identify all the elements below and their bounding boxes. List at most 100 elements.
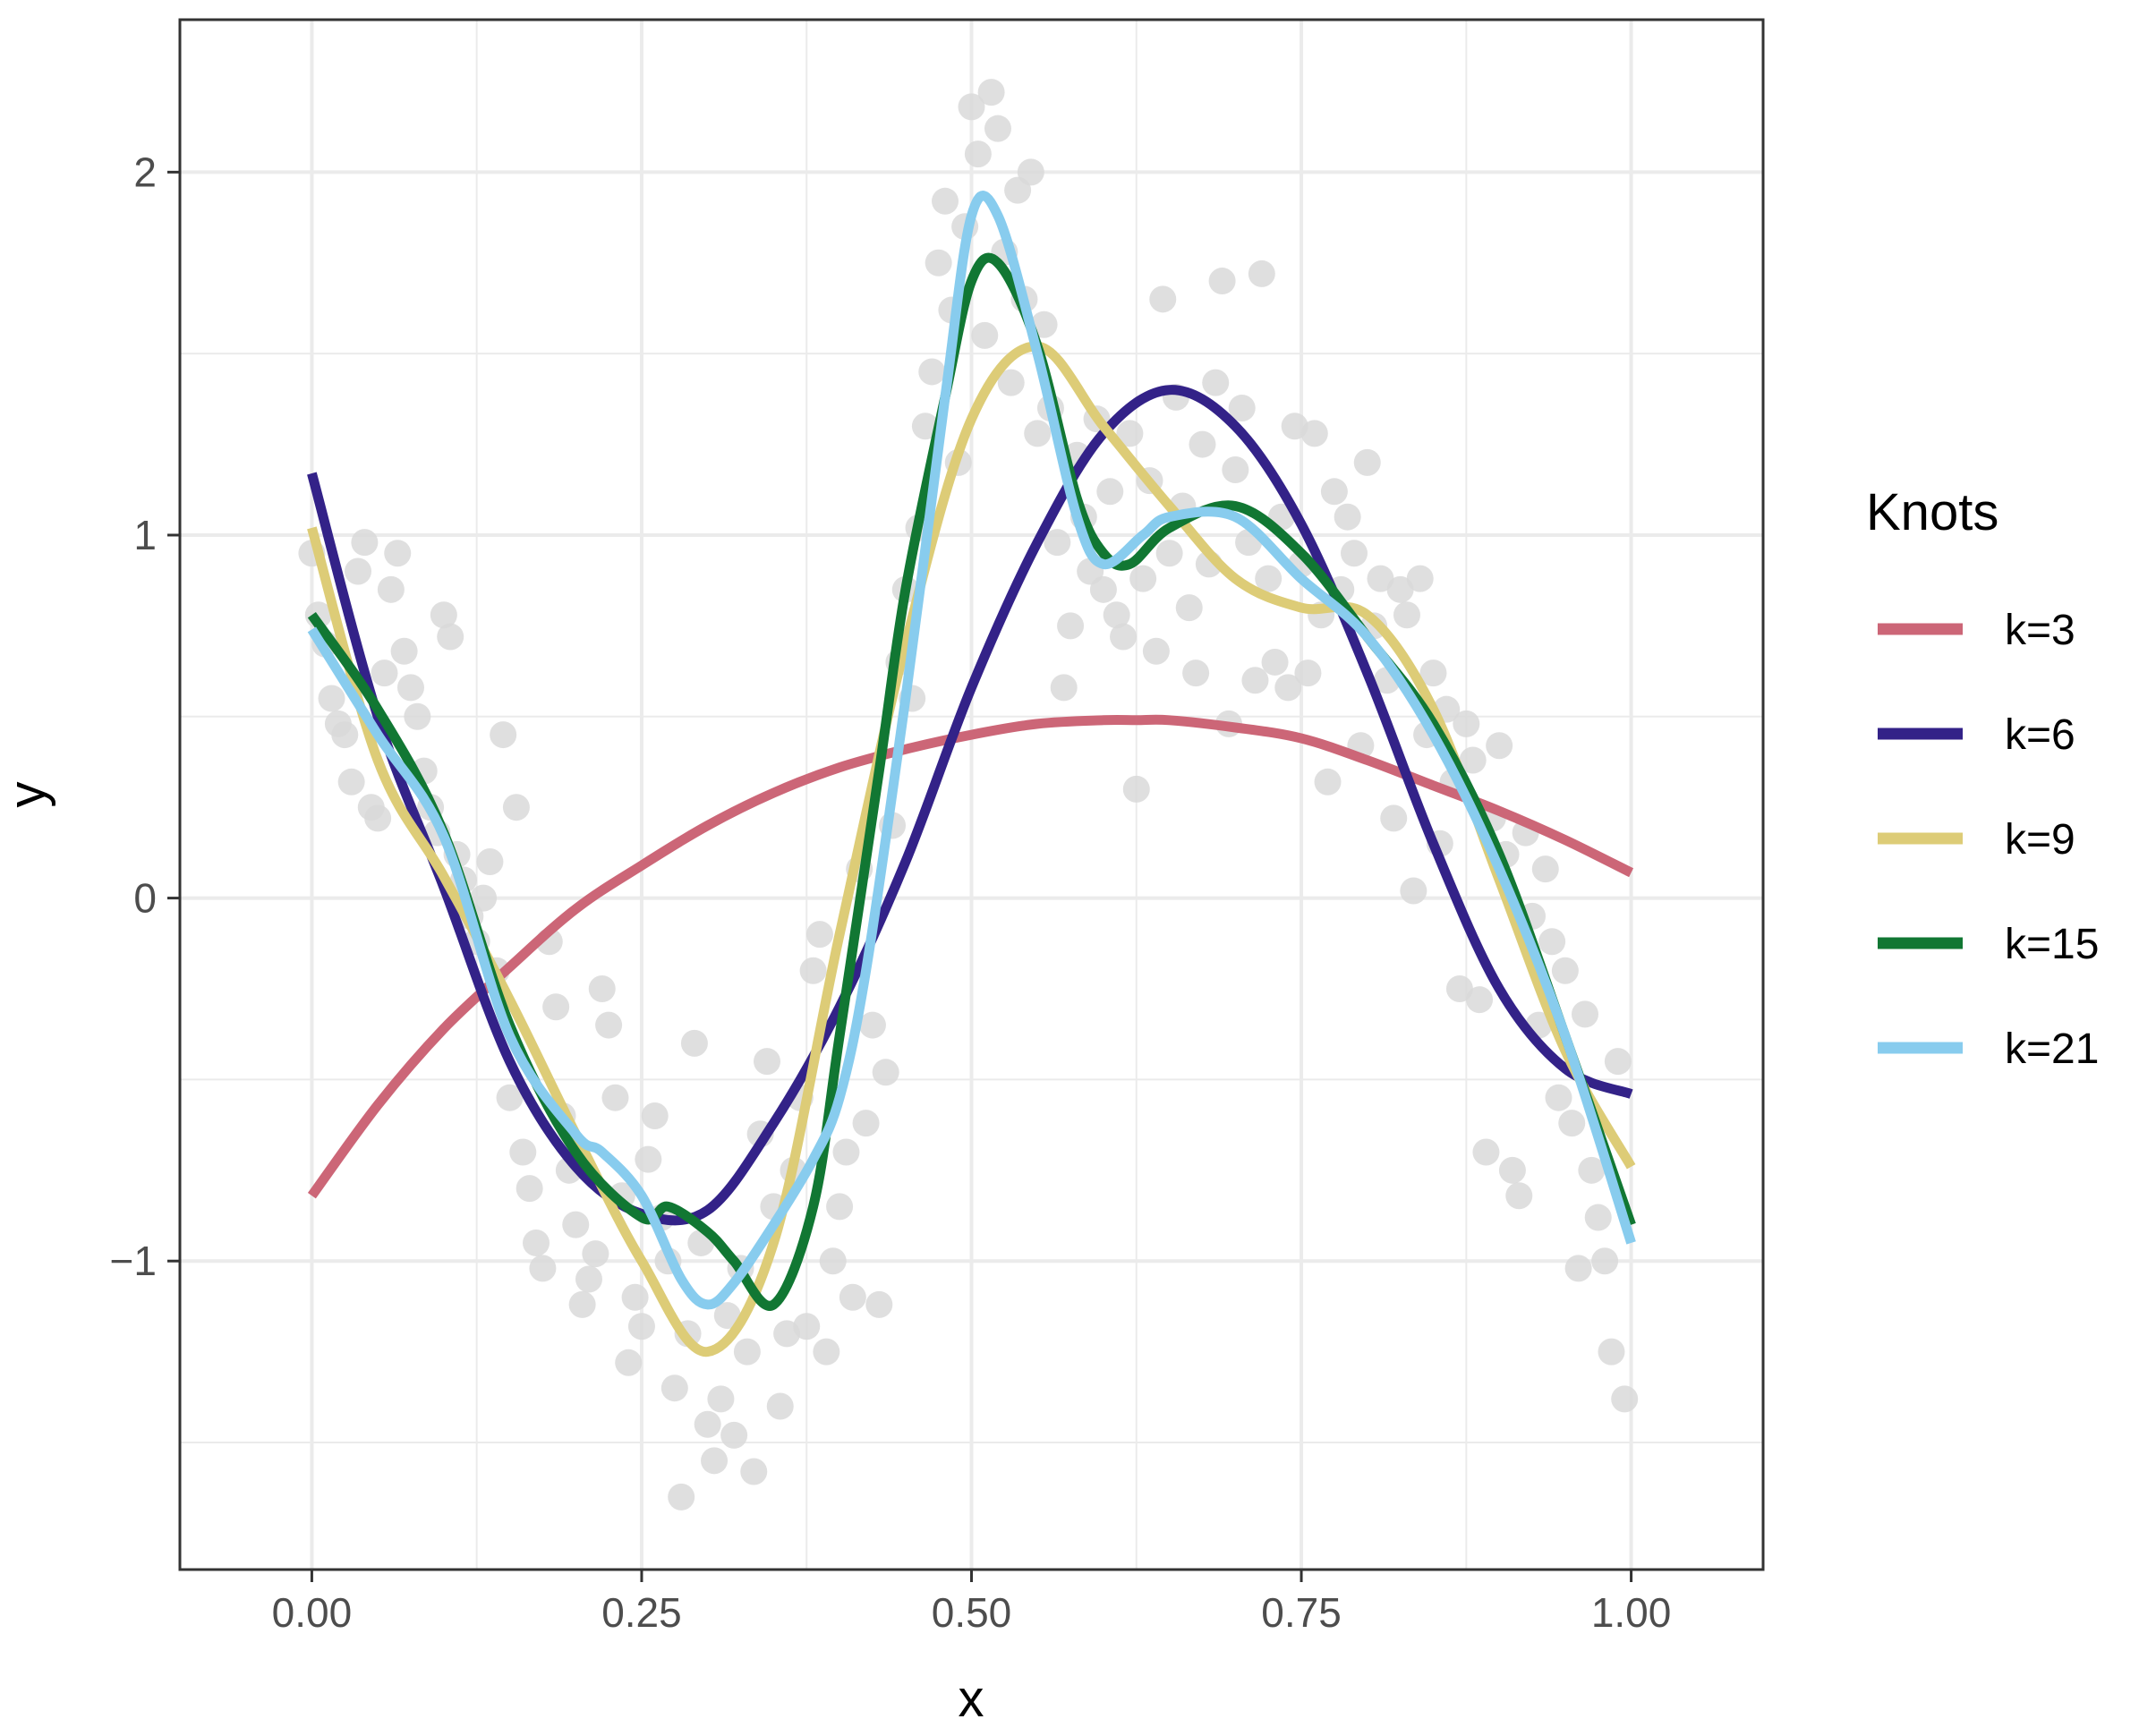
data-point xyxy=(918,358,946,386)
data-point xyxy=(1419,660,1447,687)
data-point xyxy=(1261,648,1289,676)
legend-label-k3: k=3 xyxy=(2005,607,2075,654)
data-point xyxy=(754,1048,781,1076)
data-point xyxy=(1182,660,1210,687)
data-point xyxy=(1241,667,1269,694)
data-point xyxy=(660,1374,688,1402)
data-point xyxy=(377,575,405,603)
data-point xyxy=(437,623,464,651)
data-point xyxy=(805,921,833,949)
data-point xyxy=(331,721,359,749)
y-axis: −1 0 1 2 xyxy=(110,149,180,1284)
data-point xyxy=(740,1458,768,1485)
x-axis: 0.00 0.25 0.50 0.75 1.00 xyxy=(272,1570,1672,1636)
data-point xyxy=(575,1265,602,1293)
data-point xyxy=(858,1011,886,1039)
data-point xyxy=(766,1392,794,1420)
data-point xyxy=(1386,575,1414,603)
data-point xyxy=(1103,601,1130,629)
data-point xyxy=(1564,1255,1592,1282)
data-point xyxy=(872,1059,899,1086)
data-point xyxy=(925,249,952,277)
data-point xyxy=(496,1084,524,1111)
data-point xyxy=(641,1102,669,1129)
data-point xyxy=(1551,957,1579,984)
legend-label-k9: k=9 xyxy=(2005,816,2075,864)
data-point xyxy=(865,1290,893,1318)
data-point xyxy=(562,1211,590,1238)
data-point xyxy=(1466,986,1494,1014)
data-point xyxy=(1453,710,1480,737)
data-point xyxy=(1044,529,1071,557)
data-point xyxy=(601,1084,629,1111)
data-point xyxy=(1155,540,1183,567)
data-point xyxy=(430,601,457,629)
data-point xyxy=(1110,623,1138,651)
data-point xyxy=(668,1483,695,1510)
data-point xyxy=(1320,478,1348,506)
data-point xyxy=(1050,674,1078,702)
series-line-k6 xyxy=(307,385,1633,1226)
data-point xyxy=(1129,565,1157,592)
data-point xyxy=(1089,575,1117,603)
data-point xyxy=(1611,1385,1639,1413)
data-point xyxy=(733,1338,761,1366)
data-point xyxy=(1248,260,1275,287)
data-point xyxy=(396,674,424,702)
data-point xyxy=(694,1410,721,1438)
x-tick-label: 0.50 xyxy=(932,1589,1012,1636)
data-point xyxy=(627,1313,655,1340)
data-point xyxy=(568,1290,596,1318)
data-point xyxy=(1367,565,1394,592)
data-point xyxy=(1472,1138,1500,1166)
data-point xyxy=(1300,420,1328,447)
data-point xyxy=(1538,928,1566,956)
data-point xyxy=(1505,1182,1533,1210)
data-point xyxy=(1380,804,1408,832)
legend-title: Knots xyxy=(1866,483,1998,541)
data-point xyxy=(1017,158,1044,186)
data-point xyxy=(337,768,365,796)
x-tick-label: 1.00 xyxy=(1591,1589,1672,1636)
data-point xyxy=(964,140,992,168)
data-point xyxy=(351,529,379,557)
data-point xyxy=(1149,285,1177,313)
data-point xyxy=(1406,565,1434,592)
data-point xyxy=(588,975,616,1003)
x-tick-label: 0.25 xyxy=(601,1589,682,1636)
data-point xyxy=(509,1138,537,1166)
data-point xyxy=(516,1175,543,1203)
data-point xyxy=(971,321,999,349)
data-point xyxy=(1057,612,1085,640)
data-point xyxy=(997,369,1025,396)
data-point xyxy=(1545,1084,1572,1111)
x-axis-title: x xyxy=(959,1670,984,1728)
data-point xyxy=(852,1110,880,1137)
y-tick-label: 1 xyxy=(133,512,157,558)
data-point xyxy=(1314,768,1342,796)
data-point xyxy=(707,1385,735,1413)
legend-label-k6: k=6 xyxy=(2005,711,2075,759)
data-point xyxy=(1571,1000,1598,1028)
data-point xyxy=(1393,601,1420,629)
data-point xyxy=(1116,420,1144,447)
data-point xyxy=(1584,1204,1612,1231)
data-point xyxy=(529,1255,557,1282)
x-tick-label: 0.00 xyxy=(272,1589,353,1636)
data-point xyxy=(1400,877,1427,905)
y-tick-label: 0 xyxy=(133,875,157,922)
data-point xyxy=(390,637,418,665)
data-point xyxy=(371,660,398,687)
legend-label-k15: k=15 xyxy=(2005,921,2099,968)
data-point xyxy=(958,93,985,121)
data-point xyxy=(621,1283,649,1311)
data-point xyxy=(826,1193,854,1221)
y-tick-label: 2 xyxy=(133,149,157,195)
y-tick-label: −1 xyxy=(110,1238,157,1284)
data-point xyxy=(1208,268,1236,295)
data-point xyxy=(680,1029,708,1057)
data-point xyxy=(1459,746,1487,774)
data-point xyxy=(502,794,530,821)
data-point xyxy=(1228,395,1256,422)
